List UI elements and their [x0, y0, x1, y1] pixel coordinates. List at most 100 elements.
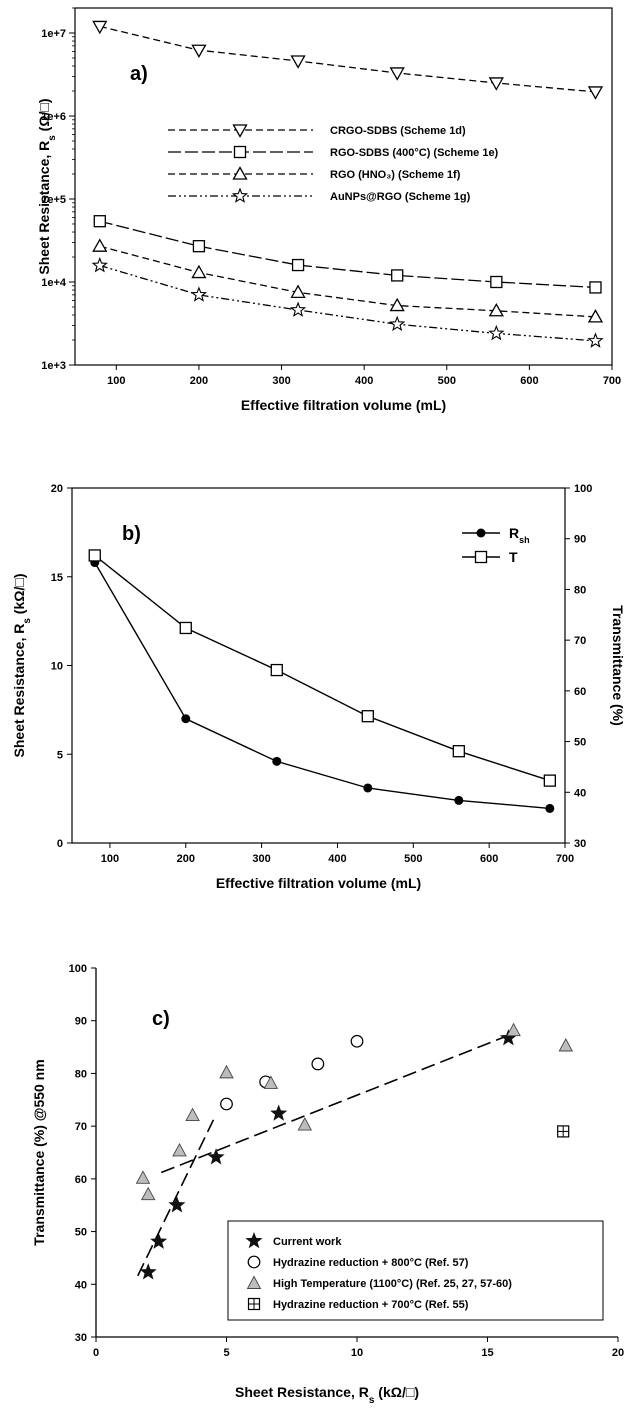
- y-tick-label: 0: [57, 838, 63, 850]
- data-point: [291, 258, 305, 272]
- series-line: [99, 220, 596, 289]
- y-axis-label: Sheet Resistance, Rs (Ω/□): [36, 98, 58, 274]
- series-line: [94, 554, 551, 782]
- data-point: [150, 1232, 168, 1249]
- data-point: [557, 1125, 570, 1138]
- x-tick-label: 400: [328, 853, 346, 865]
- data-point: [92, 20, 108, 35]
- y2-tick-label: 60: [574, 686, 586, 698]
- data-point: [506, 1022, 521, 1037]
- x-axis-label: Effective filtration volume (mL): [216, 875, 421, 891]
- x-tick-label: 100: [101, 853, 119, 865]
- legend-label: RGO (HNO₃) (Scheme 1f): [330, 169, 461, 181]
- y-tick-label: 5: [57, 749, 63, 761]
- data-point: [389, 297, 405, 312]
- data-point: [168, 1196, 186, 1213]
- series-0: [90, 558, 555, 813]
- data-point: [389, 67, 405, 81]
- panel-label: c): [152, 1008, 170, 1030]
- data-point: [192, 240, 206, 253]
- x-tick-label: 400: [355, 375, 373, 387]
- data-point: [290, 55, 306, 69]
- x-tick-label: 700: [603, 375, 621, 387]
- y2-tick-label: 70: [574, 635, 586, 647]
- legend-marker: [231, 187, 249, 203]
- data-point: [558, 1038, 574, 1052]
- series-1: [93, 215, 602, 294]
- series-1: [220, 1034, 364, 1111]
- data-point: [135, 1170, 151, 1184]
- data-point: [191, 44, 207, 59]
- x-tick-label: 100: [107, 375, 125, 387]
- legend-marker: [232, 124, 248, 138]
- legend-marker: [474, 550, 488, 564]
- plot-frame: [71, 487, 566, 844]
- x-tick-label: 600: [480, 853, 498, 865]
- y-tick-label: 60: [75, 1174, 87, 1186]
- panel-c: 0 5 10 15 20 30 40 50 60 70 80 90 100 Sheet Resistanc…: [31, 963, 624, 1406]
- series-2: [92, 238, 604, 323]
- legend-marker: [233, 145, 247, 159]
- panel-label: b): [122, 523, 141, 545]
- data-point: [290, 284, 306, 299]
- x-tick-label: 15: [481, 1347, 493, 1359]
- data-point: [207, 1148, 225, 1165]
- x-tick-label: 200: [190, 375, 208, 387]
- data-point: [589, 281, 602, 294]
- x-tick-label: 5: [223, 1347, 229, 1359]
- data-point: [361, 710, 374, 723]
- legend-label: Hydrazine reduction + 800°C (Ref. 57): [273, 1257, 469, 1269]
- x-axis-label: Sheet Resistance, Rs (kΩ/□): [235, 1384, 419, 1404]
- trend-line: [160, 1031, 517, 1174]
- legend-marker: [247, 1297, 261, 1311]
- series-0: [139, 1029, 517, 1280]
- y-tick-label: 1e+6: [41, 111, 66, 123]
- x-tick-label: 20: [612, 1347, 624, 1359]
- data-point: [363, 783, 373, 793]
- y-tick-label: 100: [69, 963, 87, 975]
- data-point: [543, 774, 556, 787]
- y-tick-label: 70: [75, 1121, 87, 1133]
- y-axis-label: Sheet Resistance, Rs (kΩ/□): [11, 574, 33, 758]
- y-tick-label: 1e+5: [41, 194, 66, 206]
- data-point: [270, 663, 283, 677]
- data-point: [490, 275, 503, 289]
- y2-tick-label: 50: [574, 737, 586, 749]
- legend-label: Hydrazine reduction + 700°C (Ref. 55): [273, 1299, 469, 1311]
- data-point: [391, 269, 404, 282]
- data-point: [488, 302, 504, 317]
- data-point: [179, 621, 192, 635]
- legend-label: High Temperature (1100°C) (Ref. 25, 27, …: [273, 1278, 512, 1290]
- y-tick-label: 40: [75, 1279, 87, 1291]
- panel-label: a): [130, 63, 148, 85]
- series-line: [99, 245, 596, 318]
- legend-label: T: [509, 549, 518, 565]
- data-point: [297, 1117, 313, 1131]
- data-point: [270, 1104, 288, 1121]
- series-2: [135, 1022, 574, 1201]
- series-3: [91, 256, 604, 348]
- series-3: [557, 1125, 570, 1138]
- legend: CRGO-SDBS (Scheme 1d) RGO-SDBS (400°C) (S…: [168, 124, 499, 203]
- y2-tick-label: 30: [574, 838, 586, 850]
- data-point: [92, 238, 108, 252]
- y-tick-label: 30: [75, 1332, 87, 1344]
- legend-marker: [476, 528, 486, 538]
- x-tick-label: 200: [177, 853, 195, 865]
- data-point: [311, 1057, 325, 1071]
- data-point: [499, 1029, 517, 1046]
- x-tick-label: 700: [556, 853, 574, 865]
- data-point: [185, 1107, 200, 1122]
- y-tick-label: 1e+7: [41, 28, 66, 40]
- data-point: [454, 795, 464, 805]
- data-point: [181, 714, 191, 724]
- y-axis-label: Transmittance (%) @550 nm: [31, 1059, 47, 1245]
- legend-marker: [245, 1232, 263, 1249]
- data-point: [545, 803, 555, 813]
- y2-axis-label: Transmittance (%): [610, 605, 626, 726]
- series-line: [99, 264, 596, 342]
- data-point: [220, 1097, 233, 1111]
- panel-b: 100 200 300 400 500 600 700 0 5 10 15 20 30 40 50 60 70 8…: [11, 483, 626, 891]
- data-point: [587, 309, 604, 323]
- data-point: [289, 301, 307, 317]
